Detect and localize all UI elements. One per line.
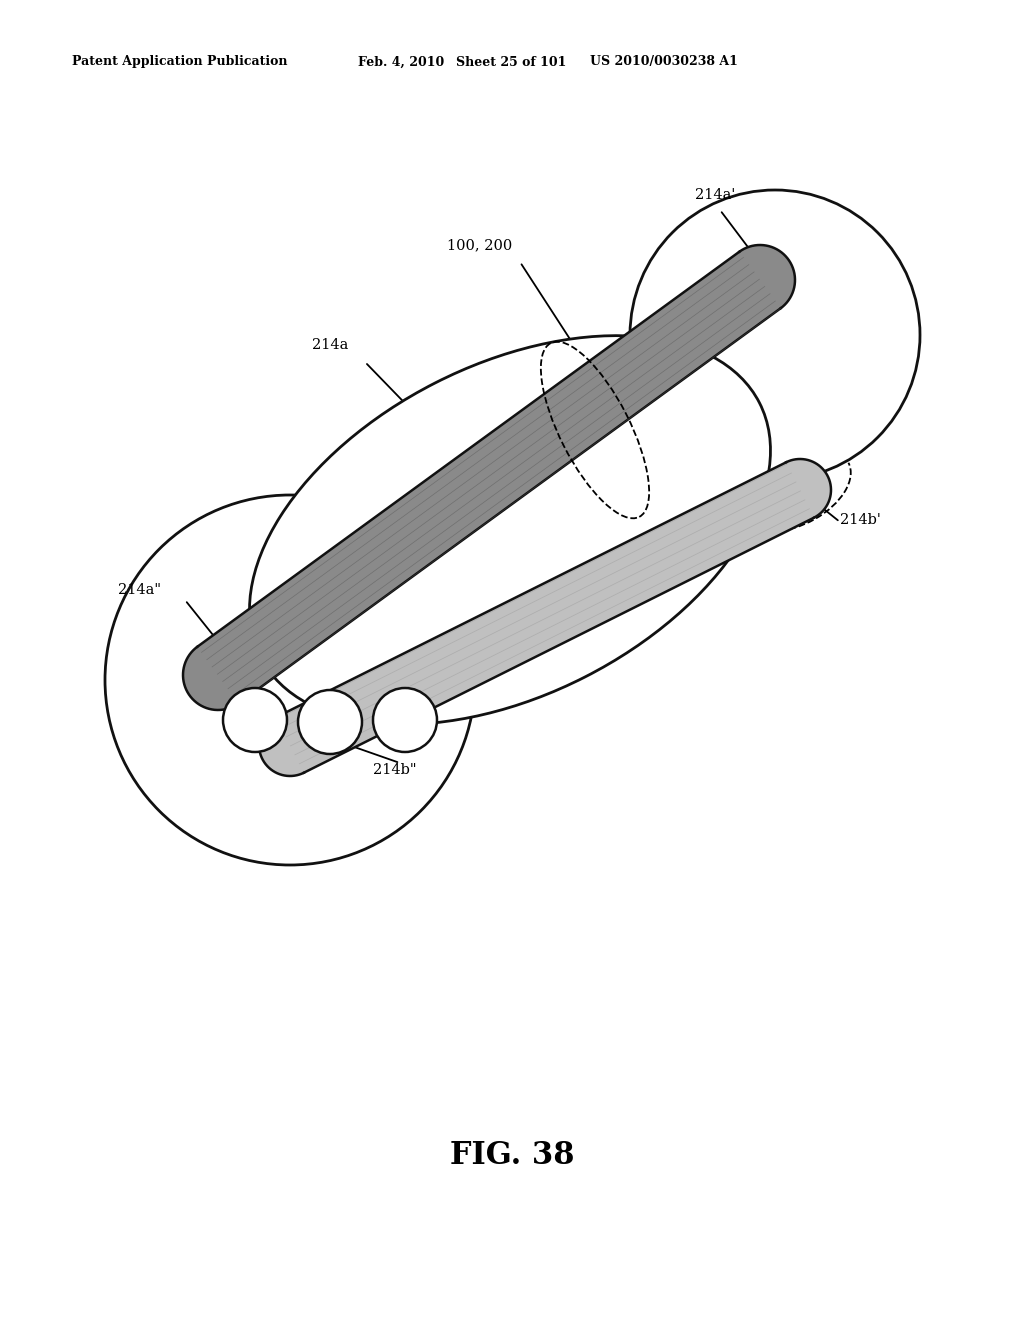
- Polygon shape: [198, 252, 780, 704]
- Circle shape: [725, 246, 795, 315]
- Text: 242: 242: [485, 653, 513, 667]
- Text: 214b': 214b': [840, 513, 881, 527]
- Text: Feb. 4, 2010: Feb. 4, 2010: [358, 55, 444, 69]
- Text: 214a': 214a': [695, 187, 735, 202]
- Text: US 2010/0030238 A1: US 2010/0030238 A1: [590, 55, 738, 69]
- Text: 214a": 214a": [118, 583, 161, 597]
- Circle shape: [183, 640, 253, 710]
- Text: 100, 200: 100, 200: [447, 238, 513, 252]
- Polygon shape: [276, 462, 814, 772]
- Circle shape: [298, 690, 362, 754]
- Text: 214b: 214b: [670, 573, 707, 587]
- Circle shape: [105, 495, 475, 865]
- Circle shape: [223, 688, 287, 752]
- Text: Patent Application Publication: Patent Application Publication: [72, 55, 288, 69]
- Ellipse shape: [250, 335, 770, 725]
- Circle shape: [259, 714, 321, 776]
- Text: Sheet 25 of 101: Sheet 25 of 101: [456, 55, 566, 69]
- Text: 214a: 214a: [312, 338, 348, 352]
- Text: 214b": 214b": [374, 763, 417, 777]
- Text: FIG. 38: FIG. 38: [450, 1139, 574, 1171]
- Circle shape: [373, 688, 437, 752]
- Circle shape: [630, 190, 920, 480]
- Circle shape: [769, 459, 831, 521]
